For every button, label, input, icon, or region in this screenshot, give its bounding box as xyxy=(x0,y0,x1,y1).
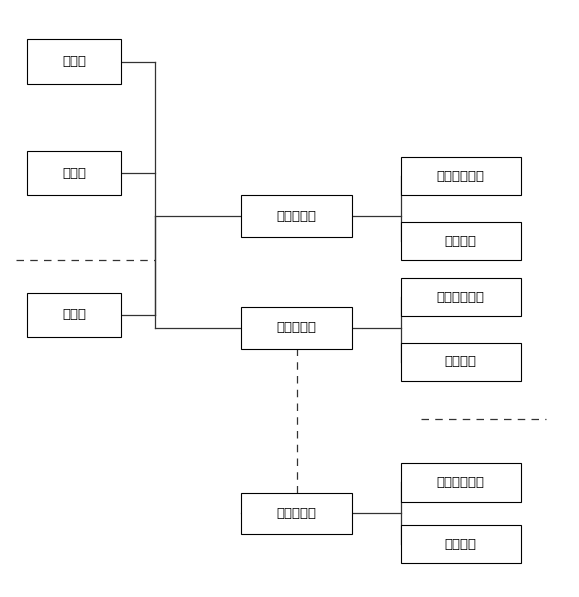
Text: 驱动控制器: 驱动控制器 xyxy=(277,210,317,223)
Text: 线控器: 线控器 xyxy=(62,308,86,321)
Bar xyxy=(401,157,521,195)
Text: 线控器: 线控器 xyxy=(62,167,86,180)
Bar xyxy=(401,463,521,501)
Text: 驱动控制器: 驱动控制器 xyxy=(277,321,317,334)
Text: 驱动控制器: 驱动控制器 xyxy=(277,507,317,520)
Text: 空调部件: 空调部件 xyxy=(445,235,477,248)
Bar xyxy=(27,151,121,195)
Text: 线控器: 线控器 xyxy=(62,55,86,68)
Text: 无刷直流电机: 无刷直流电机 xyxy=(437,170,485,183)
Bar xyxy=(401,343,521,381)
Text: 无刷直流电机: 无刷直流电机 xyxy=(437,476,485,489)
Bar xyxy=(241,307,352,349)
Text: 空调部件: 空调部件 xyxy=(445,355,477,368)
Bar xyxy=(27,39,121,84)
Bar xyxy=(401,278,521,316)
Bar xyxy=(241,493,352,534)
Bar xyxy=(401,222,521,260)
Text: 无刷直流电机: 无刷直流电机 xyxy=(437,291,485,303)
Bar xyxy=(401,525,521,564)
Bar xyxy=(27,293,121,337)
Text: 空调部件: 空调部件 xyxy=(445,538,477,551)
Bar xyxy=(241,195,352,236)
